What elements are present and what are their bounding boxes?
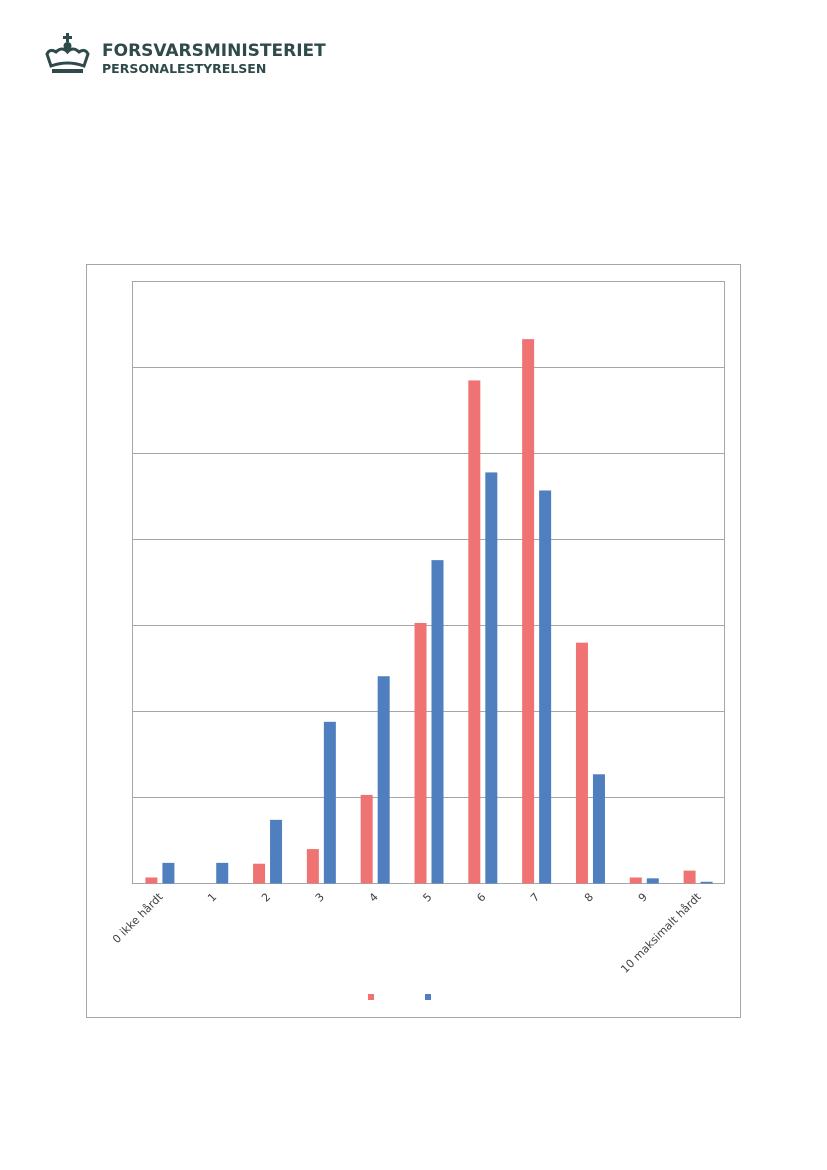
bar [431,560,444,884]
bar [468,380,481,884]
bar [646,878,659,884]
logo: FORSVARSMINISTERIET PERSONALESTYRELSEN [45,33,326,76]
bar [700,881,713,884]
bar [216,862,229,884]
bar [253,863,266,884]
bar [683,870,696,884]
bar [377,676,390,884]
bar [414,622,427,884]
bar [306,849,319,884]
chart-frame [86,264,741,1018]
logo-title: FORSVARSMINISTERIET [102,41,326,61]
bar [162,862,175,884]
legend-marker [368,994,374,1000]
logo-subtitle: PERSONALESTYRELSEN [102,61,266,76]
bar [592,774,605,884]
bar [629,877,642,884]
bar [539,490,552,884]
bar [145,877,158,884]
bar [270,819,283,884]
bar [575,642,588,884]
bar [522,339,535,884]
bar [485,472,498,884]
bar [360,794,373,884]
legend-marker [425,994,431,1000]
crown-icon [45,33,90,73]
bar [323,721,336,884]
